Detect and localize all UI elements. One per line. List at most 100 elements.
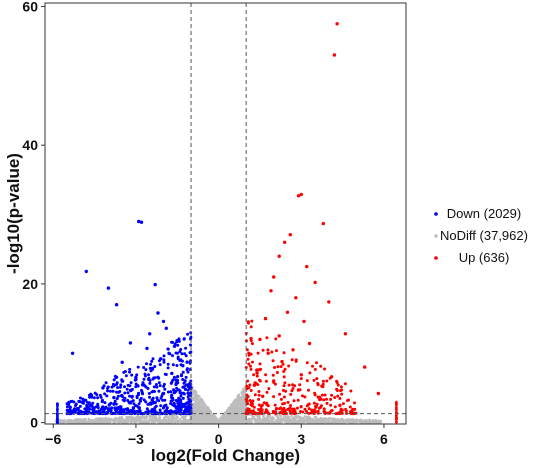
nodiff-point: [206, 405, 209, 409]
nodiff-point: [107, 420, 111, 424]
up-point: [321, 221, 325, 226]
nodiff-point: [296, 421, 299, 424]
up-point: [250, 319, 254, 323]
up-point: [287, 383, 291, 387]
down-point: [149, 409, 153, 413]
up-point: [257, 397, 261, 401]
nodiff-point: [121, 417, 124, 421]
up-point: [261, 394, 265, 398]
nodiff-point: [236, 417, 240, 420]
nodiff-point: [250, 417, 254, 421]
nodiff-point: [231, 417, 235, 421]
nodiff-point: [230, 407, 233, 411]
nodiff-point: [184, 418, 187, 421]
down-point: [171, 354, 174, 358]
down-point: [163, 372, 167, 376]
up-point: [325, 401, 329, 405]
nodiff-point: [211, 417, 214, 420]
up-point: [307, 341, 312, 346]
down-point: [128, 341, 133, 345]
up-point: [265, 336, 269, 340]
up-point: [336, 383, 340, 387]
down-point: [159, 404, 163, 408]
down-point: [135, 394, 139, 398]
nodiff-point: [143, 421, 146, 424]
down-point: [99, 407, 103, 411]
down-point: [136, 365, 140, 369]
up-point: [347, 398, 350, 402]
up-point: [323, 367, 327, 371]
y-tick-label: 0: [30, 415, 38, 431]
nodiff-point: [309, 421, 313, 424]
nodiff-point: [231, 410, 234, 413]
nodiff-point: [358, 419, 362, 422]
up-point: [288, 406, 292, 410]
up-point: [299, 373, 303, 377]
nodiff-point: [209, 421, 213, 424]
down-point: [163, 404, 166, 408]
down-point: [125, 387, 129, 391]
nodiff-point: [202, 415, 205, 418]
nodiff-point: [229, 409, 232, 413]
up-point: [283, 409, 287, 412]
down-point: [138, 408, 142, 412]
down-point: [148, 332, 152, 336]
up-point: [332, 53, 337, 57]
up-point: [329, 375, 334, 379]
down-point: [128, 401, 131, 405]
down-point: [158, 384, 162, 388]
nodiff-point: [81, 421, 84, 424]
nodiff-point: [204, 417, 207, 421]
up-point: [247, 386, 251, 390]
down-point: [123, 391, 127, 395]
down-point: [184, 375, 188, 379]
nodiff-point: [237, 393, 241, 397]
up-point: [294, 296, 298, 300]
nodiff-point: [60, 421, 64, 424]
up-point: [343, 332, 348, 336]
up-point: [318, 397, 323, 401]
down-point: [174, 389, 178, 393]
nodiff-point: [136, 416, 140, 420]
up-point: [303, 407, 307, 411]
nodiff-point: [197, 421, 200, 424]
down-point: [56, 414, 59, 418]
down-point: [142, 377, 146, 381]
down-point: [139, 220, 144, 224]
down-point: [85, 407, 89, 411]
down-point: [106, 386, 110, 390]
up-point: [283, 367, 287, 371]
nodiff-point: [340, 420, 343, 424]
down-point: [142, 366, 146, 369]
nodiff-point: [313, 415, 317, 419]
nodiff-point: [197, 409, 201, 413]
nodiff-point: [128, 419, 132, 423]
nodiff-point: [297, 415, 300, 418]
down-point: [182, 381, 186, 385]
nodiff-point: [287, 415, 290, 419]
up-point: [327, 300, 331, 304]
up-point: [320, 393, 324, 397]
nodiff-point: [152, 415, 156, 418]
down-point: [68, 405, 72, 409]
down-point: [174, 382, 178, 386]
down-point: [105, 394, 109, 398]
up-point: [336, 394, 340, 398]
down-point: [143, 372, 147, 376]
up-point: [282, 375, 286, 379]
down-point: [126, 408, 130, 412]
up-point: [266, 348, 270, 352]
up-point: [325, 397, 328, 401]
down-point: [153, 376, 157, 380]
nodiff-point: [328, 417, 331, 420]
y-axis-title: -log10(p-value): [4, 153, 23, 274]
up-point: [291, 348, 295, 352]
nodiff-point: [199, 420, 202, 423]
up-point: [273, 403, 277, 407]
down-point: [70, 409, 74, 413]
up-point: [283, 240, 287, 244]
nodiff-point: [284, 416, 288, 419]
nodiff-point: [84, 418, 87, 421]
nodiff-point: [322, 419, 326, 423]
